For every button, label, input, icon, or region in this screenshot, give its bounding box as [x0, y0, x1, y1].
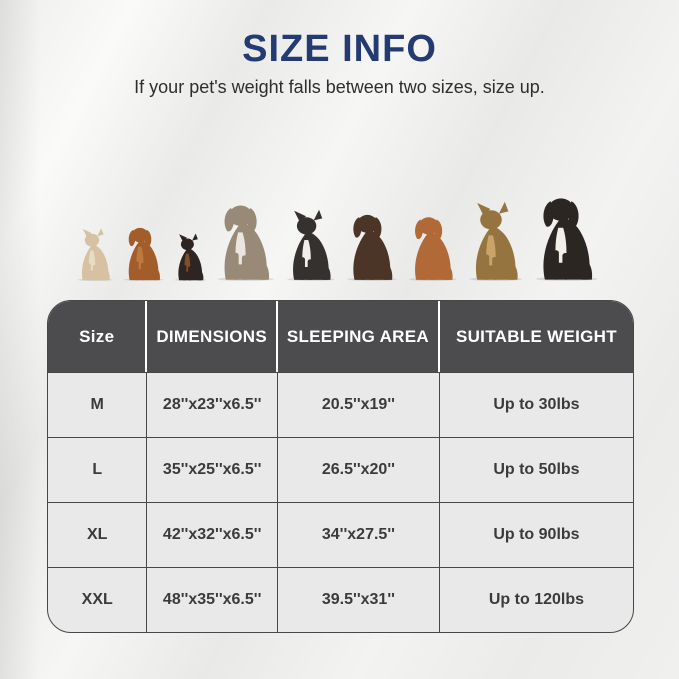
cell-size: M: [48, 372, 148, 437]
column-header-suitable-weight: SUITABLE WEIGHT: [455, 326, 617, 346]
dog-lineup: [50, 0, 629, 281]
table-row-xl: XL 42''x32''x6.5'' 34''x27.5'' Up to 90l…: [48, 502, 633, 567]
dog-miniature-pinscher-illustration: [173, 189, 209, 281]
dog-labrador-illustration: [345, 155, 401, 281]
cell-sleeping-area: 34''x27.5'': [277, 502, 440, 567]
cell-sleeping-area: 39.5''x31'': [277, 567, 440, 632]
dog-bernese-mountain-dog-illustration: [533, 125, 603, 281]
cell-suitable-weight: Up to 120lbs: [439, 567, 633, 632]
cell-size: XXL: [48, 567, 148, 632]
cell-sleeping-area: 26.5''x20'': [277, 437, 440, 502]
dog-german-shepherd-illustration: [467, 135, 527, 281]
table-row-xxl: XXL 48''x35''x6.5'' 39.5''x31'' Up to 12…: [48, 567, 633, 632]
cell-size: XL: [48, 502, 148, 567]
cell-suitable-weight: Up to 30lbs: [439, 372, 633, 437]
dog-border-collie-illustration: [285, 169, 339, 281]
cell-dimensions: 48''x35''x6.5'': [147, 567, 278, 632]
page-subtitle: If your pet's weight falls between two s…: [134, 77, 545, 97]
cell-suitable-weight: Up to 50lbs: [439, 437, 633, 502]
column-header-sleeping-area: SLEEPING AREA: [278, 301, 440, 372]
cell-suitable-weight: Up to 90lbs: [439, 502, 633, 567]
cell-dimensions: 42''x32''x6.5'': [147, 502, 278, 567]
size-table: Size DIMENSIONS SLEEPING AREA SUITABLE W…: [47, 300, 634, 633]
page-title: SIZE INFO: [242, 28, 437, 70]
table-row-l: L 35''x25''x6.5'' 26.5''x20'' Up to 50lb…: [48, 437, 633, 502]
cell-dimensions: 28''x23''x6.5'': [147, 372, 278, 437]
dog-cavalier-spaniel-illustration: [122, 195, 167, 281]
column-header-size: Size: [48, 301, 148, 372]
column-header-dimensions: DIMENSIONS: [147, 301, 278, 372]
cell-size: L: [48, 437, 148, 502]
cell-dimensions: 35''x25''x6.5'': [147, 437, 278, 502]
dog-french-bulldog-illustration: [76, 209, 116, 281]
cell-sleeping-area: 20.5''x19'': [277, 372, 440, 437]
size-table-header-row: Size DIMENSIONS SLEEPING AREA SUITABLE W…: [48, 301, 633, 372]
dog-vizsla-illustration: [407, 145, 461, 281]
dog-english-bulldog-illustration: [215, 183, 279, 281]
table-row-m: M 28''x23''x6.5'' 20.5''x19'' Up to 30lb…: [48, 372, 633, 437]
